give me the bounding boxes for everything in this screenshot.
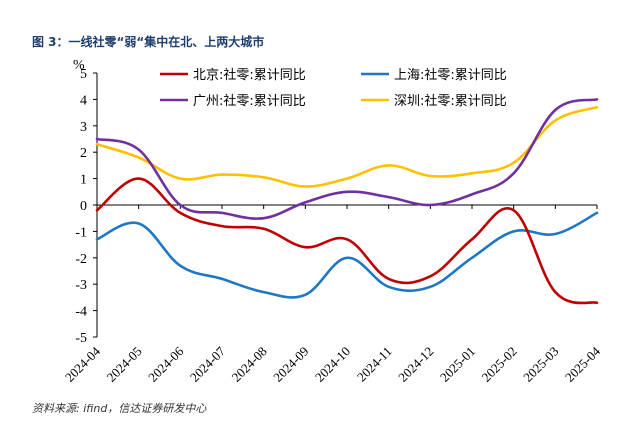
legend-label: 北京:社零:累计同比 — [193, 67, 306, 83]
y-tick-label: -5 — [75, 331, 87, 346]
y-tick-label: 4 — [80, 93, 87, 108]
y-tick-label: -4 — [75, 305, 87, 320]
legend-label: 上海:社零:累计同比 — [394, 67, 507, 83]
series-line — [95, 177, 599, 305]
x-tick-label: 2025-02 — [479, 344, 520, 385]
x-tick-label: 2024-06 — [145, 343, 187, 385]
x-tick-label: 2024-05 — [104, 344, 145, 385]
y-tick-label: 3 — [80, 120, 87, 135]
y-tick-label: -2 — [75, 252, 87, 267]
y-tick-label: 2 — [80, 146, 87, 161]
y-tick-label: 5 — [80, 67, 87, 82]
x-tick-label: 2024-12 — [395, 344, 436, 385]
series-line — [95, 98, 599, 220]
y-tick-label: 0 — [80, 199, 87, 214]
x-tick-label: 2025-01 — [437, 344, 478, 385]
x-tick-label: 2024-08 — [229, 344, 270, 385]
source-note: 资料来源: ifind，信达证券研发中心 — [32, 402, 207, 415]
x-tick-label: 2024-07 — [187, 343, 229, 385]
legend-label: 广州:社零:累计同比 — [193, 93, 306, 109]
x-tick-label: 2024-04 — [62, 343, 104, 385]
y-axis-unit: % — [73, 58, 85, 73]
x-tick-label: 2025-04 — [562, 343, 604, 385]
legend-label: 深圳:社零:累计同比 — [394, 93, 507, 109]
x-tick-label: 2024-11 — [354, 344, 395, 385]
chart-title: 图 3：一线社零“弱“集中在北、上两大城市 — [32, 34, 264, 49]
series-line — [95, 211, 599, 299]
series-line — [95, 106, 599, 188]
y-tick-label: -1 — [75, 225, 87, 240]
x-tick-label: 2024-10 — [312, 344, 353, 385]
y-tick-label: -3 — [75, 278, 87, 293]
x-tick-label: 2024-09 — [270, 344, 311, 385]
series-lines — [95, 98, 599, 305]
x-tick-label: 2025-03 — [520, 344, 561, 385]
y-tick-label: 1 — [80, 173, 87, 188]
